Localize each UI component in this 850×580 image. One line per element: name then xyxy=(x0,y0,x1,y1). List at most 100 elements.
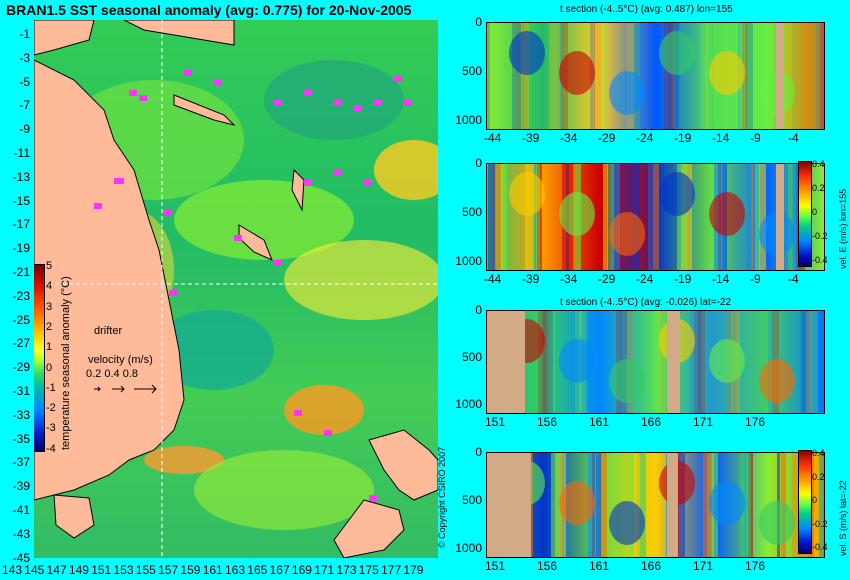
depth-tick-label: 1000 xyxy=(455,397,482,411)
depth-tick-label: 1000 xyxy=(455,541,482,555)
section-stripe xyxy=(516,23,527,129)
panel-x-tick-label: -24 xyxy=(636,272,654,286)
colorbar-tick: -4 xyxy=(46,442,56,455)
colorbar-tick: 0 xyxy=(46,361,53,374)
section-blob xyxy=(609,71,645,115)
section-stripe xyxy=(788,164,793,270)
velocity-colorbar-tick: 0.4 xyxy=(812,159,825,169)
lat-tick-label: -39 xyxy=(12,479,30,494)
drifter-label: drifter xyxy=(94,325,123,337)
panel-title: t section (-4..5°C) (avg: -0.026) lat=-2… xyxy=(560,297,732,308)
depth-tick-label: 500 xyxy=(461,493,482,507)
colorbar-tick: 2 xyxy=(46,320,53,333)
velocity-label: velocity (m/s) xyxy=(88,354,153,366)
page-title: BRAN1.5 SST seasonal anomaly (avg: 0.775… xyxy=(6,2,412,18)
section-stripe xyxy=(644,164,653,270)
section-stripe xyxy=(820,23,824,129)
lat-tick-label: -1 xyxy=(19,27,30,41)
section-stripe xyxy=(553,23,556,129)
velocity-colorbar xyxy=(798,450,812,554)
panel-x-tick-label: -9 xyxy=(750,272,761,286)
sst-anomaly-map[interactable]: 5 4 3 2 1 0 -1 -2 -3 -4 temperature seasonal anom… xyxy=(34,20,438,558)
panel-x-tick-label: -4 xyxy=(788,131,799,145)
panel-x-tick-label: -19 xyxy=(674,272,692,286)
section-blob xyxy=(559,192,595,236)
velocity-scale: 0.2 0.4 0.8 xyxy=(86,368,138,380)
depth-tick-label: 0 xyxy=(475,303,482,317)
velocity-colorbar-tick: -0.4 xyxy=(812,255,828,265)
section-stripe xyxy=(525,164,534,270)
lon-tick-label: 143 xyxy=(2,563,23,577)
section-panel xyxy=(486,452,825,558)
velocity-arrows xyxy=(94,384,157,394)
panel-title: t section (-4..5°C) (avg: 0.487) lon=155 xyxy=(560,4,733,15)
lat-tick-label: -29 xyxy=(12,360,30,375)
section-stripe xyxy=(809,311,818,413)
panel-side-label: vel. E (m/s) lon=155 xyxy=(838,188,848,269)
section-stripe xyxy=(701,23,712,129)
section-stripe xyxy=(672,23,675,129)
section-stripe xyxy=(524,23,529,129)
lon-tick-label: 175 xyxy=(358,563,379,577)
section-stripe xyxy=(637,453,646,557)
section-stripe xyxy=(492,164,501,270)
lat-tick-label: -21 xyxy=(12,265,30,279)
section-blob xyxy=(659,172,695,216)
lon-tick-label: 153 xyxy=(113,563,134,577)
panel-x-tick-label: -44 xyxy=(484,272,502,286)
panel-x-tick-label: -44 xyxy=(484,131,502,145)
panel-x-tick-label: -14 xyxy=(712,131,730,145)
lon-tick-label: 147 xyxy=(46,563,67,577)
panel-side-label: vel. S (m/s) lat=-22 xyxy=(838,480,848,556)
lat-tick-label: -13 xyxy=(12,169,30,184)
lon-tick-label: 145 xyxy=(24,563,45,577)
lat-tick-label: -23 xyxy=(12,288,30,303)
land-mask xyxy=(776,164,784,270)
section-blob xyxy=(659,31,695,75)
velocity-colorbar-tick: -0.2 xyxy=(812,518,828,529)
panel-x-tick-label: 161 xyxy=(589,415,610,429)
lat-tick-label: -25 xyxy=(12,312,30,327)
depth-tick-label: 500 xyxy=(461,64,482,78)
depth-tick-label: 0 xyxy=(475,15,482,29)
lat-tick-label: -7 xyxy=(19,98,30,113)
land-mask xyxy=(487,311,525,413)
lon-tick-label: 149 xyxy=(68,563,89,577)
land-mask xyxy=(487,453,531,557)
section-stripe xyxy=(607,164,614,270)
section-stripe xyxy=(751,164,754,270)
lon-tick-label: 171 xyxy=(314,563,335,577)
lat-tick-label: -19 xyxy=(12,241,30,256)
lon-tick-label: 165 xyxy=(247,563,268,577)
velocity-colorbar-tick: 0 xyxy=(812,207,818,217)
section-stripe xyxy=(550,311,555,413)
section-stripe xyxy=(805,311,812,413)
section-stripe xyxy=(816,23,824,129)
section-stripe xyxy=(814,453,819,557)
lat-tick-label: -5 xyxy=(19,74,30,89)
section-blob xyxy=(509,31,545,75)
lat-tick-label: -31 xyxy=(12,384,30,398)
panel-x-tick-label: 171 xyxy=(693,415,714,429)
section-stripe xyxy=(818,453,824,557)
colorbar-tick: -2 xyxy=(46,402,56,415)
section-stripe xyxy=(598,23,607,129)
section-blob xyxy=(709,51,745,95)
section-stripe xyxy=(661,311,672,413)
section-panel xyxy=(486,163,825,271)
lon-tick-label: 163 xyxy=(225,563,246,577)
lat-tick-label: -33 xyxy=(12,407,30,422)
section-stripe xyxy=(594,23,601,129)
depth-tick-label: 0 xyxy=(475,156,482,170)
panel-x-tick-label: -34 xyxy=(560,272,578,286)
section-stripe xyxy=(635,23,646,129)
velocity-colorbar-tick: -0.4 xyxy=(812,542,828,552)
section-stripe xyxy=(677,164,686,270)
section-stripe xyxy=(812,23,819,129)
section-stripe xyxy=(785,453,792,557)
land-mask xyxy=(776,23,784,129)
section-stripe xyxy=(764,311,767,413)
lat-tick-label: -15 xyxy=(12,193,30,208)
lat-tick-label: -43 xyxy=(12,526,30,541)
section-stripe xyxy=(705,23,708,129)
